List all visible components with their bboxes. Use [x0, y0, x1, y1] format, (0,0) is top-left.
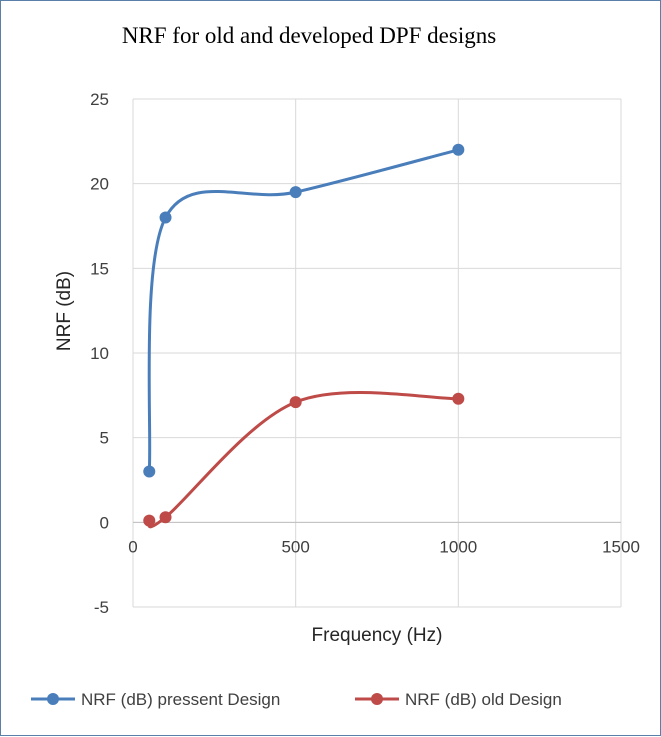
y-tick-label: 15 — [90, 259, 109, 278]
legend-marker — [47, 693, 59, 705]
y-tick-label: 0 — [100, 513, 109, 532]
y-tick-label: 10 — [90, 344, 109, 363]
gridlines — [132, 98, 622, 608]
x-tick-label: 1000 — [439, 537, 477, 556]
data-point — [159, 211, 172, 224]
legend-label: NRF (dB) old Design — [405, 690, 562, 709]
data-point — [289, 396, 302, 409]
y-tick-label: 5 — [100, 429, 109, 448]
series-line-2 — [147, 391, 459, 529]
legend: NRF (dB) pressent Design NRF (dB) old Des… — [31, 690, 562, 709]
x-tick-label: 0 — [128, 537, 137, 556]
tick-labels: 25 20 15 10 5 0 -5 0 500 1000 1500 — [90, 90, 640, 617]
y-tick-label: -5 — [94, 598, 109, 617]
data-point — [159, 511, 172, 524]
series-line-1 — [147, 148, 459, 472]
data-point — [289, 186, 302, 199]
series-lines — [147, 148, 459, 529]
legend-label: NRF (dB) pressent Design — [81, 690, 280, 709]
x-tick-label: 1500 — [602, 537, 640, 556]
series-markers — [143, 143, 465, 527]
data-point — [452, 392, 465, 405]
y-tick-label: 20 — [90, 175, 109, 194]
x-axis-title: Frequency (Hz) — [312, 625, 443, 646]
chart-title: NRF for old and developed DPF designs — [122, 23, 496, 48]
data-point — [143, 465, 156, 478]
x-tick-label: 500 — [281, 537, 309, 556]
data-point — [143, 514, 156, 527]
y-tick-label: 25 — [90, 90, 109, 109]
legend-marker — [371, 693, 383, 705]
y-axis-title: NRF (dB) — [54, 271, 75, 351]
data-point — [452, 143, 465, 156]
